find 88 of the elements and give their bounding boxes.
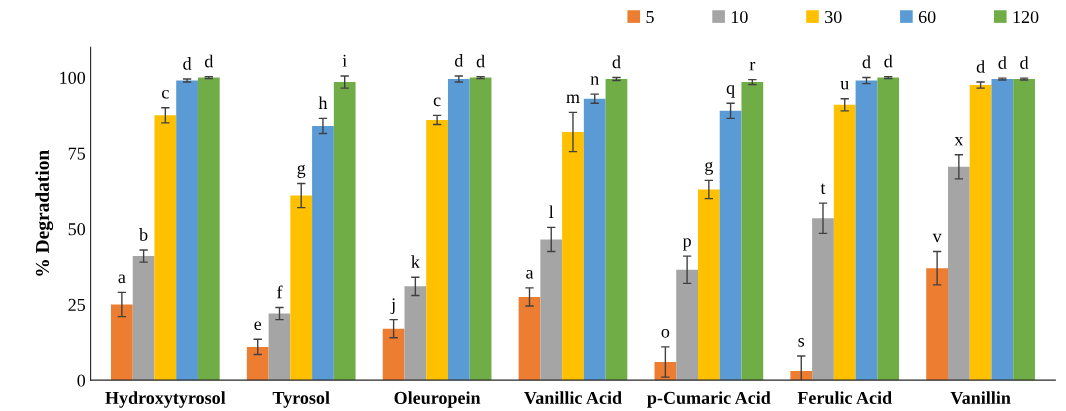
data-label: o [661, 328, 670, 338]
data-label: g [705, 161, 714, 175]
bar [382, 328, 405, 381]
bar [855, 80, 878, 381]
data-label: d [183, 57, 192, 70]
data-label: s [798, 338, 805, 347]
data-label: j [390, 298, 395, 315]
bar [790, 371, 813, 381]
bar [154, 115, 177, 381]
x-tick-label: Tyrosol [272, 391, 330, 408]
bar [268, 313, 291, 381]
data-label: b [139, 228, 148, 241]
data-label: c [162, 89, 169, 99]
bar [583, 98, 606, 381]
bar [605, 79, 628, 381]
bar [426, 119, 448, 381]
data-label: k [411, 255, 420, 268]
data-label: x [954, 137, 964, 146]
legend-label: 5 [646, 11, 654, 24]
x-tick-label: Hydroxytyrosol [105, 391, 226, 408]
bar [562, 132, 584, 381]
bar [447, 79, 470, 381]
data-label: c [433, 97, 441, 107]
y-tick-label: 100 [60, 71, 86, 84]
bar [333, 82, 356, 381]
bar [110, 304, 133, 381]
y-tick-label: 50 [68, 223, 86, 236]
data-label: d [884, 54, 893, 68]
bar [469, 77, 492, 381]
data-label: g [297, 164, 306, 178]
bar [697, 189, 720, 381]
bar [176, 80, 198, 381]
legend-label: 120 [1013, 10, 1039, 24]
x-tick-label: Vanillic Acid [524, 391, 622, 405]
data-label: r [749, 61, 756, 71]
data-label: q [726, 85, 735, 98]
bar [312, 125, 334, 381]
data-label: a [526, 270, 534, 279]
bar [719, 110, 742, 381]
bar [197, 77, 220, 381]
data-label: d [862, 55, 871, 69]
bar [290, 195, 313, 381]
data-label: e [254, 321, 262, 331]
data-label: h [318, 96, 328, 109]
data-label: l [549, 205, 554, 218]
x-tick-label: Vanillin [950, 391, 1011, 405]
x-tick-label: Oleuropein [394, 391, 481, 408]
bar [877, 77, 900, 381]
bar [926, 268, 948, 381]
data-label: d [1020, 56, 1029, 69]
bar [676, 269, 698, 381]
bar [833, 104, 856, 381]
y-axis-title: % Degradation [35, 150, 54, 276]
bar [132, 256, 155, 381]
y-tick-label: 25 [68, 298, 86, 311]
data-label: u [840, 81, 849, 90]
data-label: i [342, 54, 347, 67]
y-tick-label: 0 [77, 374, 86, 387]
data-label: t [820, 183, 826, 194]
data-label: v [932, 233, 942, 243]
bar [518, 296, 541, 381]
data-label: m [566, 94, 580, 103]
data-label: d [976, 60, 985, 73]
x-tick-label: p-Cumaric Acid [647, 391, 771, 408]
bar [948, 166, 970, 381]
x-tick-label: Ferulic Acid [797, 391, 892, 405]
data-label: d [454, 54, 464, 67]
y-tick-label: 75 [68, 147, 86, 160]
bar [812, 218, 834, 381]
legend-label: 30 [825, 10, 842, 24]
bar [404, 286, 427, 381]
data-label: p [682, 238, 691, 251]
bar [246, 346, 269, 381]
bar [741, 82, 764, 381]
data-label: f [277, 285, 283, 299]
legend-label: 10 [731, 10, 748, 24]
bar [540, 239, 563, 381]
bar [969, 85, 992, 381]
data-label: d [612, 55, 621, 69]
legend-label: 60 [918, 10, 936, 24]
data-label: d [476, 54, 485, 68]
data-label: n [590, 76, 599, 85]
data-label: d [204, 54, 214, 68]
data-label: d [998, 56, 1007, 69]
bar [991, 79, 1014, 381]
data-label: a [118, 274, 126, 284]
bar [654, 362, 677, 381]
bar [1013, 79, 1035, 381]
